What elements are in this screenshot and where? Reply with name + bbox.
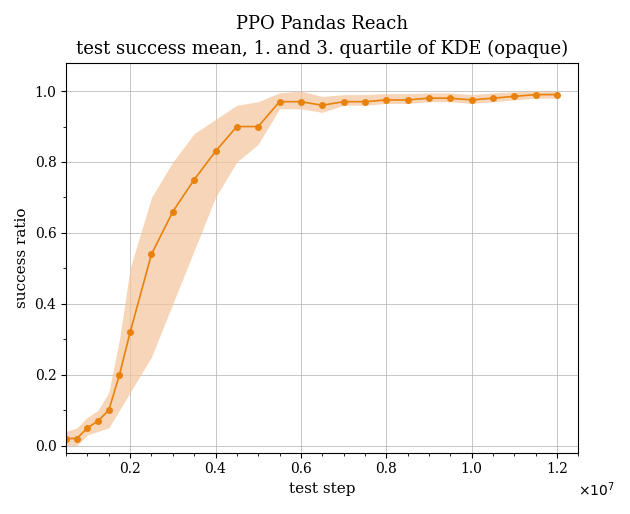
Y-axis label: success ratio: success ratio: [15, 208, 29, 308]
X-axis label: test step: test step: [289, 482, 355, 496]
Text: $\times10^7$: $\times10^7$: [578, 480, 615, 499]
Title: PPO Pandas Reach
test success mean, 1. and 3. quartile of KDE (opaque): PPO Pandas Reach test success mean, 1. a…: [76, 15, 568, 59]
